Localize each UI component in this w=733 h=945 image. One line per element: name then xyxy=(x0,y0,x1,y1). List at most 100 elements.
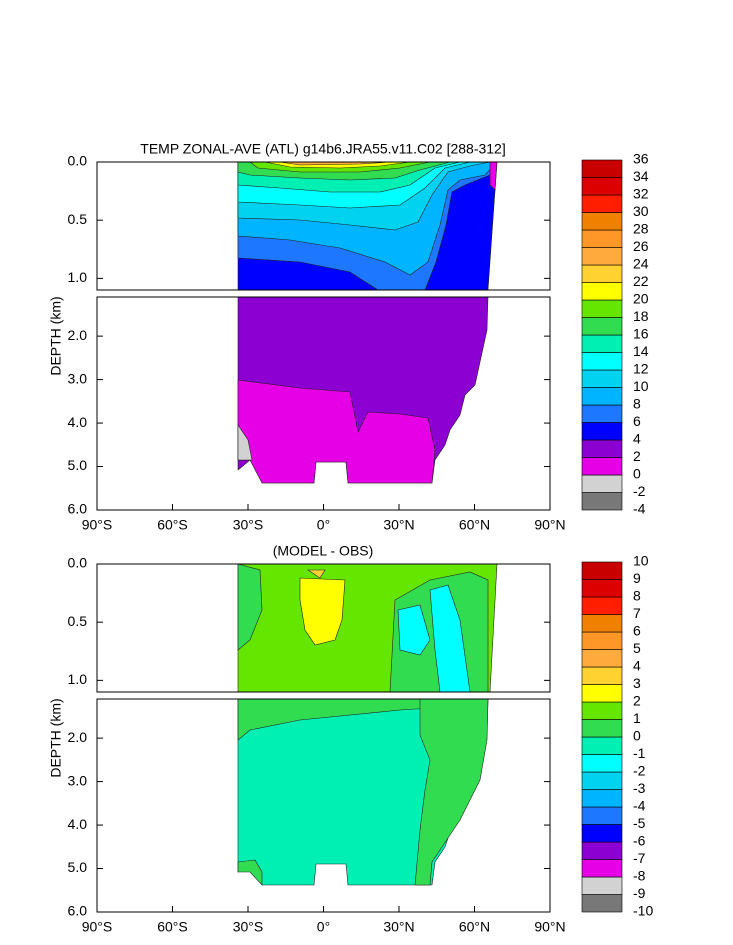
x-tick-label: 30°N xyxy=(383,919,414,935)
colorbar-label: 8 xyxy=(633,396,641,412)
colorbar-box xyxy=(581,841,623,860)
y-tick-label: 2.0 xyxy=(68,729,88,745)
colorbar-label: 18 xyxy=(633,308,649,324)
colorbar-label: -7 xyxy=(633,850,646,866)
colorbar-box xyxy=(581,701,623,720)
x-tick-label: 60°N xyxy=(459,517,490,533)
colorbar-box xyxy=(581,492,623,511)
x-tick-label: 30°S xyxy=(233,919,264,935)
colorbar-label: 20 xyxy=(633,291,649,307)
colorbar-box xyxy=(581,561,623,580)
y-tick-label: 2.0 xyxy=(68,327,88,343)
colorbar-box xyxy=(581,736,623,755)
colorbar-label: 26 xyxy=(633,238,649,254)
colorbar-box xyxy=(581,876,623,895)
panel-frame xyxy=(96,563,551,693)
colorbar-label: 22 xyxy=(633,273,649,289)
colorbar-box xyxy=(581,317,623,336)
colorbar-box xyxy=(581,457,623,476)
colorbar-box xyxy=(581,282,623,301)
y-tick-label: 6.0 xyxy=(68,501,88,517)
colorbar-label: 7 xyxy=(633,605,641,621)
colorbar-label: -8 xyxy=(633,868,646,884)
colorbar-label: 8 xyxy=(633,588,641,604)
colorbar-box xyxy=(581,666,623,685)
colorbar-box xyxy=(581,754,623,773)
colorbar-box xyxy=(581,806,623,825)
y-tick-label: 1.0 xyxy=(68,671,88,687)
colorbar-label: -2 xyxy=(633,763,646,779)
colorbar-label: 10 xyxy=(633,553,649,569)
x-tick-label: 60°N xyxy=(459,919,490,935)
colorbar-box xyxy=(581,352,623,371)
colorbar-label: 30 xyxy=(633,203,649,219)
y-tick-label: 4.0 xyxy=(68,816,88,832)
y-tick-label: 1.0 xyxy=(68,269,88,285)
colorbar-box xyxy=(581,894,623,913)
colorbar-label: -10 xyxy=(633,903,653,919)
colorbar-label: -5 xyxy=(633,815,646,831)
x-tick-label: 90°N xyxy=(534,919,565,935)
contour-fill-bottom xyxy=(237,563,498,886)
colorbar-label: 6 xyxy=(633,413,641,429)
colorbar-box xyxy=(581,212,623,231)
colorbar-box xyxy=(581,596,623,615)
colorbar-box xyxy=(581,264,623,283)
colorbar-label: -4 xyxy=(633,501,646,517)
colorbar-box xyxy=(581,649,623,668)
y-tick-label: 0.5 xyxy=(68,211,88,227)
colorbar-box xyxy=(581,422,623,441)
y-axis-label: DEPTH (km) xyxy=(48,698,64,777)
y-tick-label: 5.0 xyxy=(68,457,88,473)
colorbar-box xyxy=(581,771,623,790)
colorbar-label: 4 xyxy=(633,658,641,674)
colorbar-label: 9 xyxy=(633,570,641,586)
colorbar-box xyxy=(581,247,623,266)
x-tick-label: 90°S xyxy=(82,919,113,935)
y-axis-label: DEPTH (km) xyxy=(48,296,64,375)
colorbar-label: 2 xyxy=(633,448,641,464)
colorbar-label: 1 xyxy=(633,710,641,726)
colorbar-box xyxy=(581,229,623,248)
y-tick-label: 4.0 xyxy=(68,414,88,430)
colorbar-label: 0 xyxy=(633,466,641,482)
colorbar-box xyxy=(581,177,623,196)
colorbar-box xyxy=(581,474,623,493)
colorbar-label: 16 xyxy=(633,326,649,342)
y-tick-label: 3.0 xyxy=(68,772,88,788)
x-tick-label: 0° xyxy=(317,517,330,533)
colorbar-box xyxy=(581,789,623,808)
colorbar-label: 28 xyxy=(633,221,649,237)
colorbar-label: 34 xyxy=(633,168,649,184)
colorbar-label: 0 xyxy=(633,728,641,744)
colorbar-box xyxy=(581,719,623,738)
colorbar-label: 10 xyxy=(633,378,649,394)
x-tick-label: 60°S xyxy=(157,517,188,533)
colorbar-label: -9 xyxy=(633,885,646,901)
x-tick-label: 90°N xyxy=(534,517,565,533)
colorbar-box xyxy=(581,387,623,406)
colorbar-box xyxy=(581,439,623,458)
colorbar-box xyxy=(581,579,623,598)
x-tick-label: 30°S xyxy=(233,517,264,533)
y-tick-label: 5.0 xyxy=(68,859,88,875)
colorbar-box xyxy=(581,194,623,213)
y-tick-label: 0.0 xyxy=(68,555,88,571)
y-tick-label: 0.5 xyxy=(68,613,88,629)
colorbar-box xyxy=(581,614,623,633)
y-tick-label: 6.0 xyxy=(68,903,88,919)
colorbar-box xyxy=(581,369,623,388)
colorbar-label: 5 xyxy=(633,640,641,656)
colorbar-label: -2 xyxy=(633,483,646,499)
colorbar-label: -6 xyxy=(633,833,646,849)
colorbar-label: 36 xyxy=(633,151,649,167)
colorbar-label: -1 xyxy=(633,745,646,761)
colorbar-box xyxy=(581,299,623,318)
colorbar-box xyxy=(581,631,623,650)
x-tick-label: 30°N xyxy=(383,517,414,533)
y-tick-label: 3.0 xyxy=(68,370,88,386)
x-tick-label: 0° xyxy=(317,919,330,935)
colorbar-label: -4 xyxy=(633,798,646,814)
colorbar-box xyxy=(581,859,623,878)
